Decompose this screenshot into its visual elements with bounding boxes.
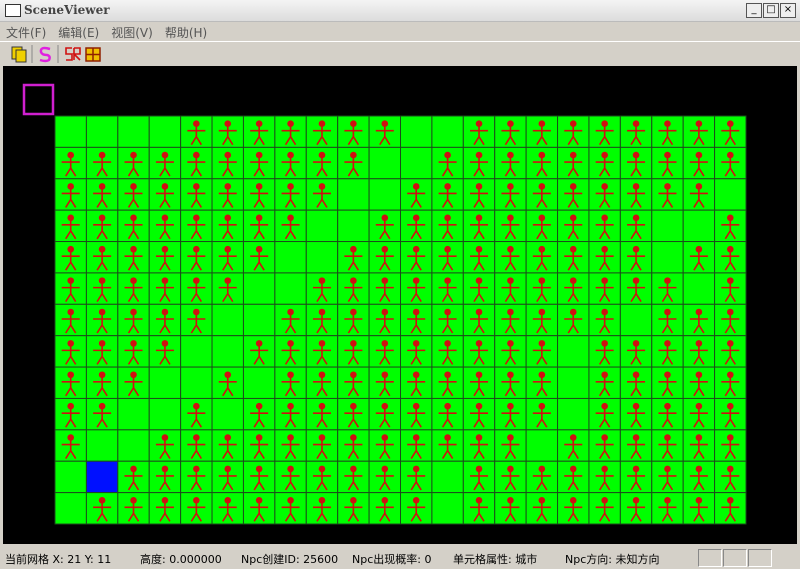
window-title: SceneViewer — [24, 3, 110, 17]
grid-cell — [337, 178, 370, 211]
grid-cell — [117, 429, 150, 462]
grid-cell — [368, 146, 402, 180]
status-cell-attr: 单元格属性: 城市 — [453, 553, 538, 566]
grid-cell — [148, 115, 182, 148]
grid-cell — [148, 397, 182, 431]
status-npc-id: Npc创建ID: 25600 — [241, 553, 339, 566]
grid-cell — [714, 178, 747, 211]
maximize-button[interactable]: □ — [763, 3, 779, 18]
grid-cell — [180, 366, 213, 399]
status-pane — [748, 549, 772, 567]
grid-cell — [368, 178, 402, 211]
grid-cell — [431, 492, 464, 525]
status-bar: 当前网格 X: 21 Y: 11 高度: 0.000000 Npc创建ID: 2… — [0, 546, 800, 569]
grid-cell — [557, 366, 590, 399]
grid-cell — [85, 115, 119, 148]
grid-cell — [117, 115, 150, 148]
status-grid: 当前网格 X: 21 Y: 11 — [5, 553, 112, 566]
grid-cell — [274, 272, 307, 305]
grid-cell — [274, 241, 307, 274]
toolbar — [0, 41, 800, 66]
grid-cell — [651, 209, 684, 243]
grid-cell — [557, 397, 590, 431]
minimize-button[interactable]: _ — [746, 3, 762, 18]
grid-cell — [242, 272, 276, 305]
app-icon — [5, 4, 21, 17]
menu-item[interactable]: 文件(F) — [6, 26, 47, 40]
grid-cell — [242, 366, 276, 399]
grid-cell — [525, 429, 559, 462]
grid-cell — [180, 335, 213, 368]
grid-cell — [242, 303, 276, 337]
grid-cell — [400, 146, 433, 180]
s-tool-button[interactable] — [39, 46, 51, 63]
menu-item[interactable]: 编辑(E) — [58, 26, 100, 40]
grid-cell — [682, 272, 716, 305]
grid-cell — [431, 115, 464, 148]
grid-cell — [54, 115, 87, 148]
grid-cell — [54, 492, 87, 525]
grid-cell — [85, 429, 119, 462]
status-height: 高度: 0.000000 — [140, 553, 222, 566]
menu-bar: 文件(F) 编辑(E) 视图(V) 帮助(H) — [0, 22, 800, 41]
grid-cell — [211, 303, 244, 337]
grid-cell — [148, 366, 182, 399]
status-pane — [723, 549, 747, 567]
grid-cell — [117, 397, 150, 431]
menu-item[interactable]: 视图(V) — [111, 26, 153, 40]
sr-tool-button[interactable] — [65, 47, 81, 61]
grid-cell — [557, 335, 590, 368]
grid-cell — [54, 460, 87, 494]
menu-item[interactable]: 帮助(H) — [164, 26, 208, 40]
grid-cell — [305, 209, 339, 243]
grid-cell — [211, 335, 244, 368]
brush-cursor — [22, 83, 55, 116]
grid-cell — [85, 460, 119, 494]
close-button[interactable]: × — [780, 3, 796, 18]
grid-cell — [400, 115, 433, 148]
grid-cell — [337, 209, 370, 243]
grid-cell — [619, 303, 653, 337]
title-bar: SceneViewer _ □ × — [0, 0, 800, 22]
grid-cell — [651, 241, 684, 274]
grid-cell — [211, 397, 244, 431]
grid-cell — [305, 241, 339, 274]
status-npc-rate: Npc出现概率: 0 — [352, 553, 432, 566]
grid-cell — [682, 209, 716, 243]
open-button[interactable] — [11, 46, 27, 63]
grid-cell — [431, 460, 464, 494]
scene-grid — [54, 115, 747, 525]
status-pane — [698, 549, 722, 567]
scene-view[interactable] — [3, 66, 797, 544]
grid-tool-button[interactable] — [85, 47, 101, 62]
status-npc-dir: Npc方向: 未知方向 — [565, 553, 660, 566]
